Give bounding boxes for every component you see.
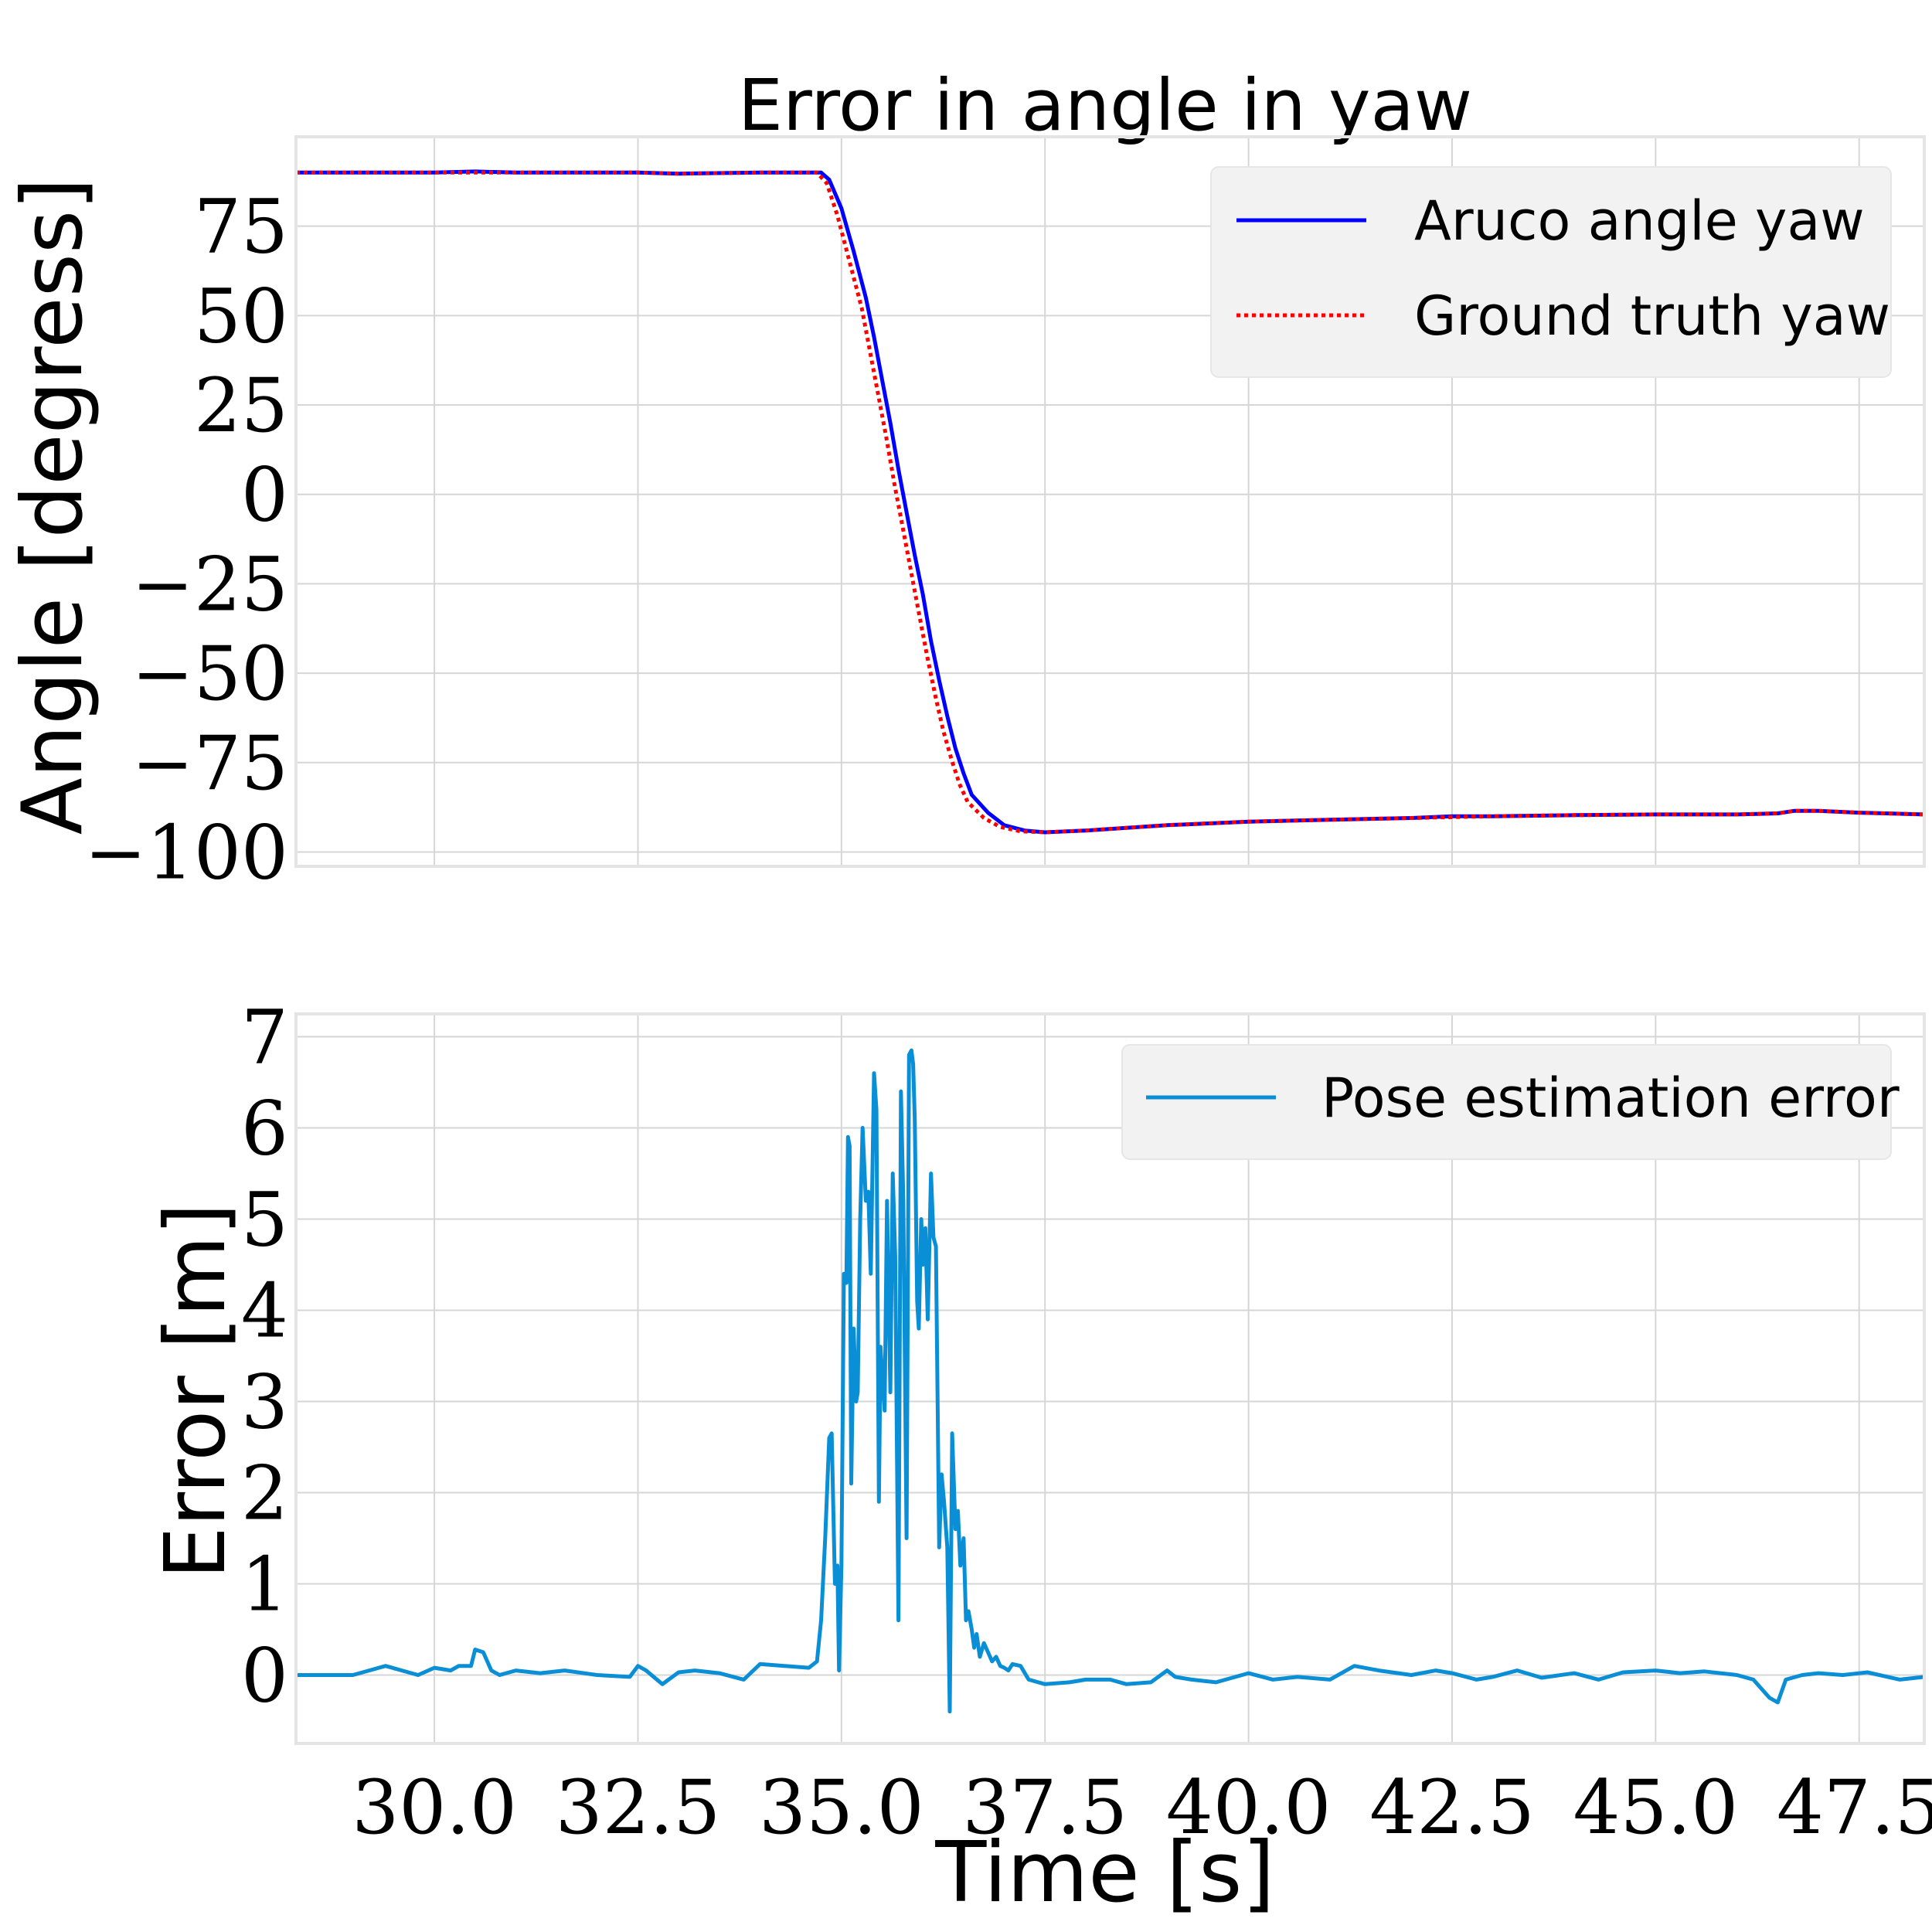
error-x-tick-labels: 30.0 32.5 35.0 37.5 40.0 42.5 45.0 47.5 (352, 1764, 1932, 1851)
error-x-tick-label: 37.5 (962, 1764, 1128, 1851)
error-y-tick-label: 7 (241, 995, 288, 1081)
angle-y-tick-label: −50 (131, 631, 288, 717)
error-legend: Pose estimation error (1121, 1044, 1900, 1160)
angle-y-tick-label: −75 (131, 720, 288, 807)
error-y-tick-label: 2 (241, 1451, 288, 1537)
error-y-tick-label: 5 (241, 1177, 288, 1264)
angle-y-tick-label: 25 (194, 362, 288, 449)
legend-label-aruco-yaw: Aruco angle yaw (1414, 189, 1865, 253)
error-x-tick-label: 42.5 (1369, 1764, 1535, 1851)
error-legend-box (1121, 1044, 1892, 1160)
angle-y-tick-label: 75 (194, 184, 288, 270)
error-y-tick-label: 0 (241, 1633, 288, 1719)
angle-plot-frame (294, 135, 1926, 868)
angle-legend-box (1210, 166, 1892, 378)
angle-y-axis-label: Angle [degress] (5, 178, 101, 835)
series-line-aruco-angle-yaw (296, 169, 1925, 835)
error-x-tick-label: 47.5 (1777, 1764, 1932, 1851)
legend-label-pose-error: Pose estimation error (1321, 1066, 1900, 1130)
legend-label-ground-truth-yaw: Ground truth yaw (1414, 284, 1890, 348)
figure-title: Error in angle in yaw (738, 64, 1472, 147)
error-x-tick-label: 30.0 (352, 1764, 517, 1851)
angle-series (296, 169, 1925, 835)
error-y-axis-label: Error [m] (148, 1202, 244, 1579)
error-x-tick-label: 45.0 (1573, 1764, 1738, 1851)
error-y-tick-label: 6 (241, 1086, 288, 1172)
error-y-tick-label: 4 (241, 1268, 288, 1355)
angle-y-tick-label: 0 (241, 452, 288, 539)
angle-y-tick-label: −100 (84, 809, 288, 896)
angle-legend: Aruco angle yaw Ground truth yaw (1210, 166, 1892, 378)
series-line-pose-estimation-error (296, 1048, 1925, 1714)
error-series (296, 1048, 1925, 1714)
error-plot-frame (294, 1012, 1926, 1745)
angle-y-tick-label: −25 (131, 541, 288, 628)
x-axis-label: Time [s] (934, 1825, 1274, 1921)
error-x-tick-label: 32.5 (556, 1764, 721, 1851)
error-gridlines (296, 1014, 1924, 1743)
angle-y-tick-label: 50 (194, 273, 288, 359)
error-x-tick-label: 35.0 (759, 1764, 924, 1851)
error-y-tick-label: 3 (241, 1359, 288, 1446)
error-x-tick-label: 40.0 (1166, 1764, 1332, 1851)
error-y-tick-label: 1 (241, 1542, 288, 1628)
series-line-ground-truth-yaw (296, 170, 1925, 835)
